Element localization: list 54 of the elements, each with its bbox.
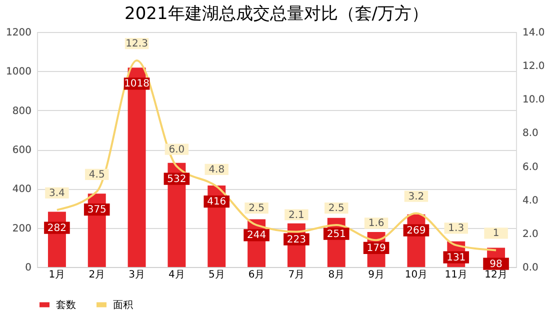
x-tick-label: 3月	[128, 270, 145, 280]
y-tick-label: 1000	[6, 66, 32, 78]
x-tick-label: 9月	[368, 270, 384, 280]
data-label: 282	[47, 222, 67, 234]
data-label: 179	[366, 242, 386, 254]
data-label: 12.3	[126, 38, 148, 50]
data-label: 223	[286, 234, 306, 246]
y2-tick-label: 8.0	[522, 128, 538, 140]
data-label: 1.3	[448, 223, 464, 234]
data-label: 244	[246, 230, 266, 242]
data-label: 4.8	[208, 164, 225, 176]
legend-label: 套数	[56, 298, 76, 311]
y2-tick-label: 10.0	[522, 94, 545, 106]
data-label: 375	[87, 204, 106, 216]
data-label: 98	[490, 258, 502, 270]
data-label: 269	[406, 225, 426, 236]
data-label: 532	[167, 174, 186, 185]
x-tick-label: 10月	[404, 270, 428, 280]
y2-tick-label: 12.0	[522, 61, 545, 72]
y2-tick-label: 0.0	[522, 262, 538, 274]
legend-label: 面积	[113, 300, 133, 311]
y2-tick-label: 2.0	[522, 228, 538, 240]
x-tick-label: 1月	[48, 270, 66, 280]
x-tick-label: 4月	[168, 270, 185, 280]
data-label: 2.5	[328, 203, 344, 214]
y2-tick-label: 6.0	[522, 162, 538, 173]
y-tick-label: 1200	[6, 28, 32, 38]
y2-tick-label: 14.0	[522, 28, 545, 38]
data-label: 1.6	[368, 218, 384, 230]
data-label: 1018	[124, 78, 150, 90]
x-tick-label: 5月	[208, 270, 225, 280]
x-tick-label: 8月	[328, 270, 345, 280]
data-label: 1	[492, 228, 500, 240]
data-label: 3.2	[408, 191, 424, 202]
data-label: 6.0	[168, 144, 185, 156]
y-tick-label: 600	[12, 145, 32, 156]
y-tick-label: 800	[12, 106, 32, 117]
x-tick-label: 6月	[248, 270, 265, 280]
y-tick-label: 200	[12, 223, 32, 234]
y-tick-label: 0	[25, 262, 32, 274]
data-label: 131	[446, 252, 466, 264]
x-tick-label: 2月	[88, 270, 106, 280]
y-tick-label: 400	[12, 184, 32, 196]
chart-title: 2021年建湖总成交总量对比（套/万方）	[124, 4, 428, 24]
x-tick-label: 12月	[484, 270, 508, 280]
x-tick-label: 7月	[288, 270, 305, 280]
x-tick-label: 11月	[444, 270, 468, 280]
y2-tick-label: 4.0	[522, 195, 538, 206]
data-label: 2.1	[288, 210, 304, 221]
data-label: 4.5	[88, 169, 105, 180]
data-label: 251	[326, 228, 346, 240]
data-label: 3.4	[49, 188, 65, 199]
data-label: 2.5	[248, 203, 264, 214]
data-label: 416	[207, 196, 226, 208]
